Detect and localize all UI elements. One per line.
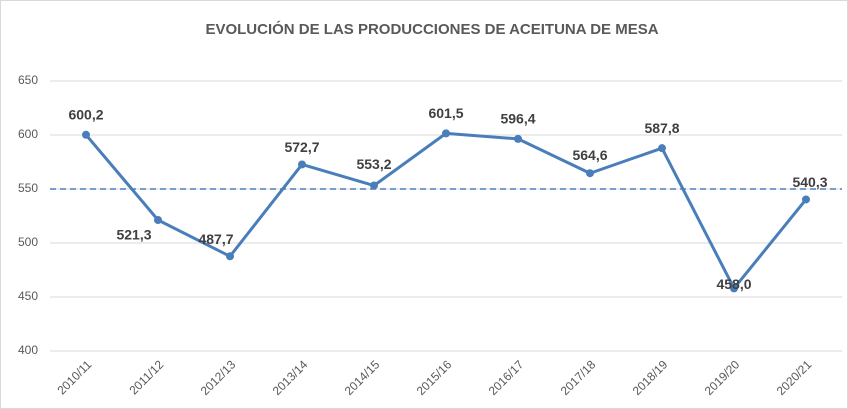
- data-label: 587,8: [644, 120, 679, 136]
- y-tick-label: 400: [18, 343, 38, 357]
- data-point: [298, 160, 306, 169]
- data-point: [802, 195, 810, 204]
- data-point: [586, 169, 594, 178]
- y-tick-label: 600: [18, 127, 38, 141]
- y-tick-label: 550: [18, 181, 38, 195]
- y-tick-label: 450: [18, 289, 38, 303]
- data-point: [226, 252, 234, 261]
- data-label: 521,3: [116, 227, 151, 243]
- data-point: [514, 134, 522, 143]
- data-label: 601,5: [428, 105, 463, 121]
- data-point: [658, 144, 666, 153]
- data-label: 553,2: [356, 156, 391, 172]
- chart-title: EVOLUCIÓN DE LAS PRODUCCIONES DE ACEITUN…: [205, 20, 658, 38]
- data-point: [154, 215, 162, 224]
- data-label: 564,6: [572, 147, 607, 163]
- y-tick-label: 650: [18, 73, 38, 87]
- data-point: [730, 284, 738, 293]
- data-point: [442, 129, 450, 138]
- data-label: 572,7: [284, 139, 319, 155]
- data-point: [82, 130, 90, 139]
- data-label: 458,0: [716, 276, 751, 292]
- data-label: 596,4: [500, 111, 535, 127]
- data-label: 487,7: [198, 231, 233, 247]
- data-point: [370, 181, 378, 190]
- data-label: 540,3: [792, 174, 827, 190]
- y-tick-label: 500: [18, 235, 38, 249]
- data-label: 600,2: [68, 106, 103, 122]
